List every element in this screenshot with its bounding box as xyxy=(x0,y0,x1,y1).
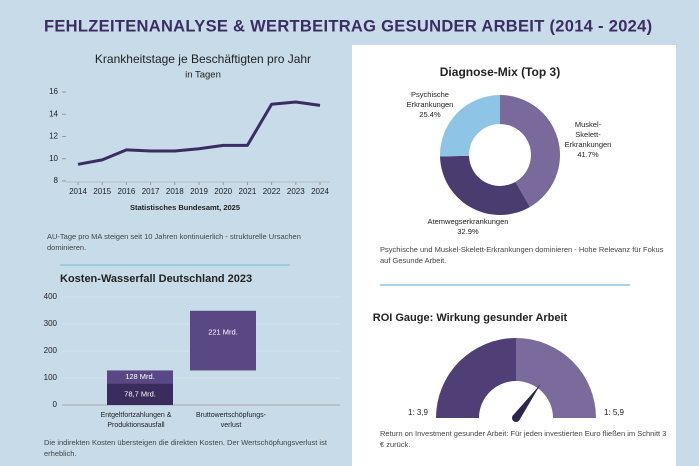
gauge-band xyxy=(516,338,596,418)
chart-title: Kosten-Wasserfall Deutschland 2023 xyxy=(60,273,252,285)
gauge-min-label: 1: 3,9 xyxy=(408,408,429,417)
chart-title: Diagnose-Mix (Top 3) xyxy=(440,65,560,79)
note: Psychische und Muskel-Skelett-Erkrankung… xyxy=(380,245,664,265)
y-tick-label: 400 xyxy=(44,292,58,301)
slice-label: Psychische Erkrankungen xyxy=(407,90,454,109)
value-label: 128 Mrd. xyxy=(125,372,155,381)
source: Statistisches Bundesamt, 2025 xyxy=(130,203,240,212)
slice-label: Muskel-Skelett-Erkrankungen xyxy=(565,120,612,149)
line-series xyxy=(77,100,321,166)
bar-part xyxy=(107,383,173,405)
needle-hub xyxy=(512,414,520,422)
y-tick-label: 10 xyxy=(49,154,58,163)
chart-title: Krankheitstage je Beschäftigten pro Jahr xyxy=(95,52,311,66)
x-tick-label: 2020 xyxy=(214,187,232,196)
pie-slice xyxy=(440,95,500,157)
value-label: 32.9% xyxy=(457,227,479,236)
page-title: FEHLZEITENANALYSE & WERTBEITRAG GESUNDER… xyxy=(44,17,652,35)
y-tick-label: 100 xyxy=(44,373,58,382)
y-tick-label: 16 xyxy=(49,87,58,96)
value-label: 78,7 Mrd. xyxy=(124,389,156,398)
x-tick-label: Entgeltfortzahlungen & Produktionsausfall xyxy=(101,412,172,429)
x-tick-label: 2014 xyxy=(69,187,87,196)
value-label: 41.7% xyxy=(577,150,599,159)
pie-slice xyxy=(440,155,530,216)
y-tick-label: 12 xyxy=(49,132,58,141)
x-tick-label: 2022 xyxy=(263,187,281,196)
x-tick-label: Bruttowertschöpfungs-verlust xyxy=(196,412,267,429)
value-label: 25.4% xyxy=(419,110,441,119)
x-tick-label: 2021 xyxy=(239,187,257,196)
note: AU-Tage pro MA steigen seit 10 Jahren ko… xyxy=(47,232,301,252)
x-tick-label: 2019 xyxy=(190,187,208,196)
value-label: 221 Mrd. xyxy=(208,328,238,337)
gauge-max-label: 1: 5,9 xyxy=(604,408,625,417)
x-tick-label: 2024 xyxy=(311,187,329,196)
x-tick-label: 2015 xyxy=(93,187,111,196)
y-tick-label: 14 xyxy=(49,109,58,118)
note: Die indirekten Kosten übersteigen die di… xyxy=(44,438,327,458)
gauge-needle xyxy=(512,384,541,421)
chart-subtitle: in Tagen xyxy=(185,70,221,81)
x-tick-label: 2018 xyxy=(166,187,184,196)
chart-title: ROI Gauge: Wirkung gesunder Arbeit xyxy=(373,312,568,324)
y-tick-label: 8 xyxy=(54,176,59,185)
note: Return on Investment gesunder Arbeit: Fü… xyxy=(380,429,667,449)
y-tick-label: 300 xyxy=(44,319,58,328)
y-tick-label: 200 xyxy=(44,346,58,355)
slice-label: Atemwegserkrankungen xyxy=(428,217,509,226)
gauge-band xyxy=(436,338,516,418)
bar xyxy=(190,310,256,371)
y-tick-label: 0 xyxy=(53,400,58,409)
x-tick-label: 2016 xyxy=(118,187,136,196)
pie-slice xyxy=(500,95,561,208)
x-tick-label: 2017 xyxy=(142,187,160,196)
x-tick-label: 2023 xyxy=(287,187,305,196)
